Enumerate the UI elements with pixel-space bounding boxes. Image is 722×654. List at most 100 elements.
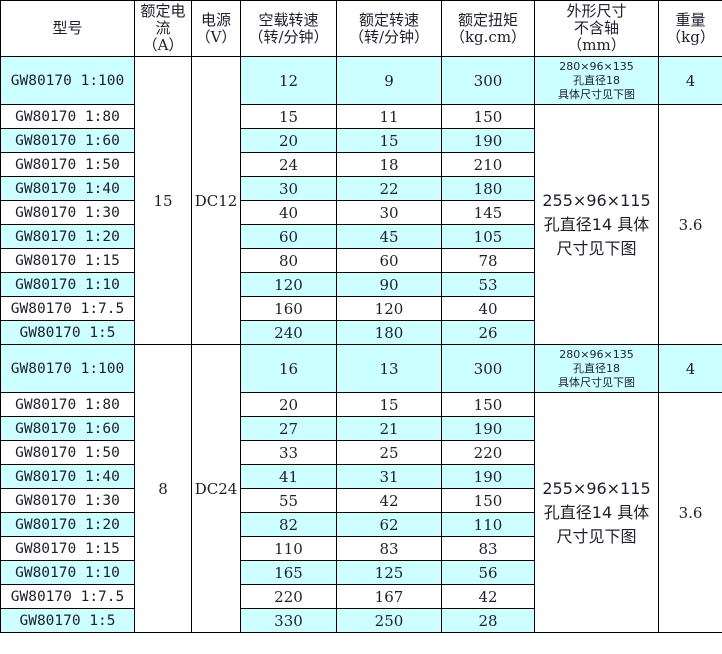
- weight-cell: 4: [658, 344, 722, 393]
- weight-cell: 3.6: [658, 392, 722, 633]
- model-cell: GW80170 1:10: [0, 272, 135, 297]
- noload-speed-cell: 30: [240, 176, 337, 201]
- header-rated-torque: 额定扭矩 （kg.cm）: [441, 0, 535, 57]
- rated-torque-cell: 145: [441, 200, 535, 225]
- rated-speed-cell: 45: [336, 224, 442, 249]
- noload-speed-cell: 15: [240, 104, 337, 129]
- rated-speed-cell: 60: [336, 248, 442, 273]
- rated-torque-cell: 40: [441, 296, 535, 321]
- header-noload-speed: 空载转速 （转/分钟）: [240, 0, 337, 57]
- dimension-line: 280×96×135: [559, 59, 634, 73]
- model-cell: GW80170 1:7.5: [0, 584, 135, 609]
- table-row: GW80170 1:10 120 90 53: [0, 272, 722, 297]
- table-row: GW80170 1:15 80 60 78: [0, 248, 722, 273]
- rated-torque-cell: 190: [441, 128, 535, 153]
- rated-speed-cell: 42: [336, 488, 442, 513]
- noload-speed-cell: 240: [240, 320, 337, 345]
- header-row: 型号 额定电流 （A） 电源 （V） 空载转速 （转/分钟） 额定转速 （转/分钟） 额定…: [0, 0, 722, 57]
- rated-torque-cell: 53: [441, 272, 535, 297]
- rated-speed-cell: 250: [336, 608, 442, 633]
- rated-speed-cell: 22: [336, 176, 442, 201]
- table-row: GW80170 1:20 82 62 110: [0, 512, 722, 537]
- table-row: GW80170 1:40 41 31 190: [0, 464, 722, 489]
- rated-torque-cell: 26: [441, 320, 535, 345]
- noload-speed-cell: 20: [240, 392, 337, 417]
- rated-torque-cell: 28: [441, 608, 535, 633]
- table-row: GW80170 1:20 60 45 105: [0, 224, 722, 249]
- rated-torque-cell: 190: [441, 416, 535, 441]
- weight-cell: 3.6: [658, 104, 722, 345]
- model-cell: GW80170 1:15: [0, 248, 135, 273]
- noload-speed-cell: 110: [240, 536, 337, 561]
- model-cell: GW80170 1:7.5: [0, 296, 135, 321]
- dimension-line: 具体尺寸见下图: [558, 87, 635, 101]
- model-cell: GW80170 1:30: [0, 200, 135, 225]
- table-row: GW80170 1:50 24 18 210: [0, 152, 722, 177]
- rated-speed-cell: 167: [336, 584, 442, 609]
- model-cell: GW80170 1:40: [0, 176, 135, 201]
- table-row: GW80170 1:60 20 15 190: [0, 128, 722, 153]
- noload-speed-cell: 16: [240, 344, 337, 393]
- noload-speed-cell: 80: [240, 248, 337, 273]
- voltage-cell: DC12: [191, 56, 241, 345]
- rated-current-cell: 8: [134, 344, 192, 633]
- rated-torque-cell: 300: [441, 344, 535, 393]
- model-cell: GW80170 1:40: [0, 464, 135, 489]
- noload-speed-cell: 40: [240, 200, 337, 225]
- table-row: GW80170 1:30 55 42 150: [0, 488, 722, 513]
- table-row: GW80170 1:100 8 DC24 16 13 300 280×96×135 孔直径18…: [0, 344, 722, 633]
- header-model: 型号: [0, 0, 135, 57]
- rated-speed-cell: 15: [336, 392, 442, 417]
- table-row: GW80170 1:50 33 25 220: [0, 440, 722, 465]
- noload-speed-cell: 330: [240, 608, 337, 633]
- rated-speed-cell: 120: [336, 296, 442, 321]
- table-row: GW80170 1:40 30 22 180: [0, 176, 722, 201]
- rated-torque-cell: 105: [441, 224, 535, 249]
- voltage-cell: DC24: [191, 344, 241, 633]
- noload-speed-cell: 160: [240, 296, 337, 321]
- rated-speed-cell: 21: [336, 416, 442, 441]
- noload-speed-cell: 165: [240, 560, 337, 585]
- header-weight: 重量 （kg）: [658, 0, 722, 57]
- rated-torque-cell: 150: [441, 104, 535, 129]
- rated-torque-cell: 210: [441, 152, 535, 177]
- rated-speed-cell: 180: [336, 320, 442, 345]
- rated-torque-cell: 220: [441, 440, 535, 465]
- motor-spec-table: 型号 额定电流 （A） 电源 （V） 空载转速 （转/分钟） 额定转速 （转/分钟） 额定…: [0, 0, 722, 633]
- dimension-line: 280×96×135: [559, 347, 634, 361]
- table-row: GW80170 1:100 15 DC12 12 9 300 280×96×135 孔直径18…: [0, 56, 722, 345]
- rated-torque-cell: 150: [441, 392, 535, 417]
- rated-speed-cell: 30: [336, 200, 442, 225]
- dimension-line: 孔直径18: [573, 361, 620, 375]
- header-rated-current: 额定电流 （A）: [134, 0, 192, 57]
- model-cell: GW80170 1:50: [0, 440, 135, 465]
- rated-speed-cell: 18: [336, 152, 442, 177]
- model-cell: GW80170 1:80: [0, 104, 135, 129]
- rated-speed-cell: 9: [336, 56, 442, 105]
- rated-speed-cell: 31: [336, 464, 442, 489]
- table-row: GW80170 1:7.5 220 167 42: [0, 584, 722, 609]
- rated-torque-cell: 56: [441, 560, 535, 585]
- noload-speed-cell: 41: [240, 464, 337, 489]
- model-cell: GW80170 1:5: [0, 320, 135, 345]
- model-cell: GW80170 1:60: [0, 128, 135, 153]
- noload-speed-cell: 55: [240, 488, 337, 513]
- rated-current-cell: 15: [134, 56, 192, 345]
- table-row: GW80170 1:80 20 15 150 255×96×115 孔直径14 具体尺寸…: [0, 392, 722, 633]
- dimensions-cell: 255×96×115 孔直径14 具体尺寸见下图: [534, 104, 659, 345]
- table-row: GW80170 1:5 240 180 26: [0, 320, 722, 345]
- table-row: GW80170 1:5 330 250 28: [0, 608, 722, 633]
- rated-speed-cell: 25: [336, 440, 442, 465]
- model-cell: GW80170 1:5: [0, 608, 135, 633]
- noload-speed-cell: 33: [240, 440, 337, 465]
- model-cell: GW80170 1:100: [0, 344, 135, 393]
- model-cell: GW80170 1:10: [0, 560, 135, 585]
- dimensions-cell: 280×96×135 孔直径18 具体尺寸见下图: [534, 344, 659, 393]
- model-cell: GW80170 1:15: [0, 536, 135, 561]
- table-row: GW80170 1:30 40 30 145: [0, 200, 722, 225]
- rated-torque-cell: 78: [441, 248, 535, 273]
- table-row: GW80170 1:10 165 125 56: [0, 560, 722, 585]
- rated-torque-cell: 180: [441, 176, 535, 201]
- model-cell: GW80170 1:20: [0, 224, 135, 249]
- noload-speed-cell: 27: [240, 416, 337, 441]
